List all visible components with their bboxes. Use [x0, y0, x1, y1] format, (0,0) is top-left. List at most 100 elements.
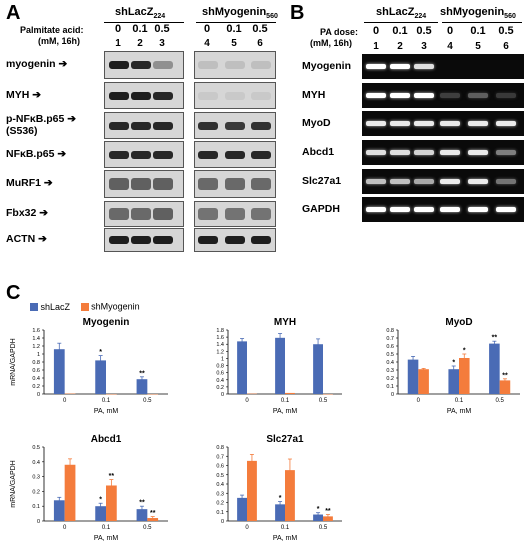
- panel-b-row-5-band-lane-6: [496, 179, 516, 184]
- bar-shlacz-1: [275, 504, 285, 521]
- y-tick-label-3: 0.6: [32, 368, 40, 374]
- y-tick-label-2: 0.2: [216, 501, 224, 507]
- significance-shlacz-1: *: [452, 360, 455, 367]
- panel-a-row-6-band-lane-6: [251, 208, 271, 220]
- panel-b-row-5-band-lane-2: [390, 179, 410, 184]
- x-tick-label-0: 0: [417, 398, 421, 404]
- legend: shLacZ shMyogenin: [30, 301, 140, 312]
- bar-shlacz-0: [237, 341, 247, 394]
- panel-b-lane-4: 4: [447, 41, 453, 52]
- panel-a-row-1-band-lane-4: [198, 61, 218, 69]
- panel-b-dose-4: 0: [446, 25, 454, 37]
- panel-a-row-2-band-lane-5: [225, 91, 245, 100]
- panel-a-row-7-blot-right: [194, 228, 276, 252]
- panel-a-row-5-label: MuRF1 ➔: [6, 177, 53, 189]
- panel-b-lane-6: 6: [503, 41, 509, 52]
- y-tick-label-9: 1.8: [216, 328, 224, 334]
- legend-shlacz-swatch: [30, 302, 38, 311]
- x-tick-label-0: 0: [63, 525, 67, 531]
- panel-b-treatment-unit: (mM, 16h): [310, 38, 353, 48]
- panel-a-dose-5: 0.1: [226, 23, 242, 35]
- panel-a-row-7-band-lane-3: [153, 236, 173, 244]
- x-axis-label: PA, mM: [94, 535, 119, 542]
- panel-a-row-6-band-lane-2: [131, 208, 151, 220]
- panel-a-row-2-band-lane-3: [153, 91, 173, 100]
- x-tick-label-1: 0.1: [281, 398, 290, 404]
- y-tick-label-0: 0: [391, 392, 394, 398]
- panel-a-lane-4: 4: [204, 38, 210, 49]
- y-axis-label: mRNA/GAPDH: [10, 460, 17, 507]
- panel-a-row-1-band-lane-6: [251, 61, 271, 69]
- panel-b-letter: B: [290, 2, 305, 24]
- panel-a-row-7-band-lane-1: [109, 236, 129, 244]
- y-tick-label-1: 0.2: [32, 384, 40, 390]
- bar-shlacz-1: [95, 360, 106, 394]
- bar-shlacz-1: [448, 369, 459, 394]
- x-tick-label-1: 0.1: [102, 525, 111, 531]
- significance-shlacz-2: *: [317, 506, 320, 513]
- panel-b-row-6-gel: [362, 197, 524, 222]
- y-tick-label-4: 0.4: [386, 360, 394, 366]
- x-axis-label: PA, mM: [273, 408, 298, 415]
- panel-c-letter: C: [6, 282, 21, 304]
- panel-b-row-3-band-lane-2: [390, 121, 410, 126]
- y-tick-label-8: 1.6: [216, 335, 224, 341]
- chart-title: Slc27a1: [266, 434, 304, 445]
- panel-b-row-6-label: GAPDH: [302, 203, 340, 215]
- y-tick-label-6: 1.2: [216, 349, 224, 355]
- panel-b-row-5-gel: [362, 169, 524, 194]
- y-tick-label-7: 1.4: [32, 336, 40, 342]
- y-tick-label-4: 0.4: [32, 460, 40, 466]
- panel-b-row-2-band-lane-2: [390, 93, 410, 98]
- panel-b-row-5-band-lane-5: [468, 179, 488, 184]
- panel-b-row-4-band-lane-6: [496, 150, 516, 155]
- y-tick-label-2: 0.2: [386, 376, 394, 382]
- x-axis-label: PA, mM: [273, 535, 298, 542]
- x-tick-label-0: 0: [245, 525, 249, 531]
- panel-a-row-6-blot-right: [194, 201, 276, 227]
- panel-a-dose-2: 0.1: [132, 23, 148, 35]
- panel-a-dose-4: 0: [203, 23, 211, 35]
- bar-shmyogenin-0: [247, 460, 257, 521]
- panel-b-row-5-band-lane-4: [440, 179, 460, 184]
- panel-a-row-7-band-lane-4: [198, 236, 218, 244]
- panel-a-row-1-blot-right: [194, 51, 276, 79]
- y-tick-label-5: 0.5: [32, 445, 40, 451]
- x-axis-label: PA, mM: [447, 408, 472, 415]
- panel-a-row-6-label: Fbx32 ➔: [6, 207, 49, 219]
- panel-a-row-3-band-lane-5: [225, 121, 245, 130]
- panel-b-row-3-band-lane-3: [414, 121, 434, 126]
- panel-a-row-5-band-lane-4: [198, 178, 218, 190]
- y-tick-label-0: 0: [221, 519, 224, 525]
- panel-a-letter: A: [6, 2, 21, 24]
- panel-a-row-4-band-lane-2: [131, 150, 151, 159]
- panel-b-row-4-band-lane-3: [414, 150, 434, 155]
- panel-a-row-2-blot-right: [194, 82, 276, 109]
- panel-a-row-4-band-lane-5: [225, 150, 245, 159]
- panel-a-lane-6: 6: [257, 38, 263, 49]
- significance-shlacz-2: **: [139, 370, 145, 377]
- panel-a-lane-1: 1: [115, 38, 121, 49]
- panel-b-row-5-band-lane-1: [366, 179, 386, 184]
- panel-b-row-2-band-lane-5: [468, 93, 488, 98]
- panel-b-lane-1: 1: [373, 41, 379, 52]
- y-tick-label-8: 1.6: [32, 328, 40, 334]
- y-tick-label-2: 0.4: [216, 378, 224, 384]
- y-tick-label-2: 0.4: [32, 376, 40, 382]
- panel-a-row-5-band-lane-5: [225, 178, 245, 190]
- panel-b-row-1-band-lane-2: [390, 64, 410, 69]
- panel-b-dose-6: 0.5: [498, 25, 514, 37]
- x-tick-label-2: 0.5: [143, 525, 152, 531]
- panel-b-row-6-band-lane-6: [496, 207, 516, 212]
- bar-shlacz-1: [275, 337, 285, 394]
- y-tick-label-5: 1: [37, 352, 40, 358]
- y-tick-label-8: 0.8: [216, 445, 224, 451]
- panel-b-row-6-band-lane-3: [414, 207, 434, 212]
- panel-a-group2: shMyogenin560: [202, 6, 278, 21]
- y-tick-label-4: 0.8: [32, 360, 40, 366]
- y-tick-label-4: 0.4: [216, 482, 224, 488]
- significance-shmyogenin-2: **: [502, 372, 508, 379]
- panel-a-dose-3: 0.5: [154, 23, 170, 35]
